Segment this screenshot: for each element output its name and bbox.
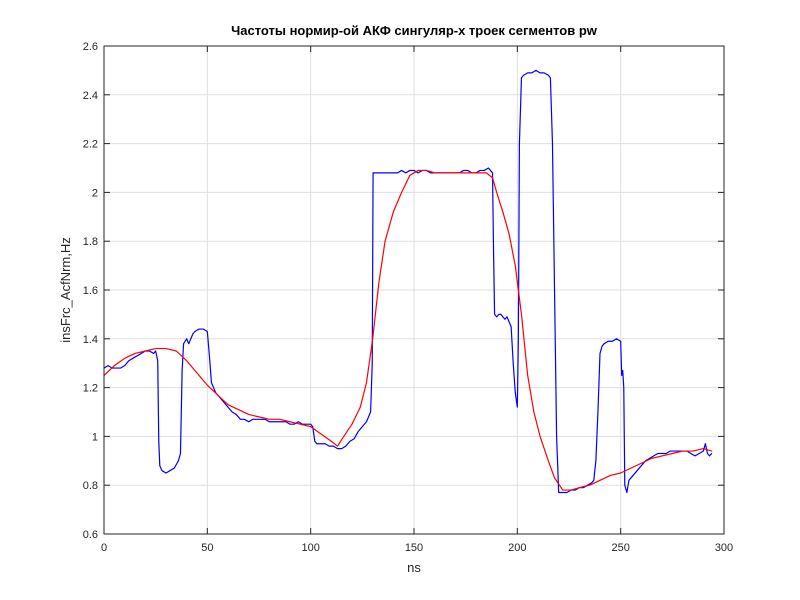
y-tick-label: 1.8: [83, 236, 98, 248]
y-tick-label: 2.6: [83, 41, 98, 53]
series-group: [103, 69, 713, 494]
ticks: 0 50 100 150 200 250 300 0.6 0.8 1 1.2 1.4 1.6 1.8 2 2.…: [83, 41, 733, 554]
x-tick-label: 50: [201, 542, 213, 554]
y-tick-label: 1.4: [83, 334, 98, 346]
y-tick-label: 1.6: [83, 285, 98, 297]
y-tick-label: 1: [92, 431, 98, 443]
y-tick-label: 1.2: [83, 383, 98, 395]
y-axis-label: insFrc_AcfNrm,Hz: [58, 237, 73, 342]
x-axis-label: ns: [407, 560, 421, 575]
red-series-line: [103, 169, 713, 491]
x-tick-label: 100: [301, 542, 319, 554]
x-tick-label: 150: [405, 542, 423, 554]
x-tick-label: 250: [611, 542, 629, 554]
x-tick-label: 200: [508, 542, 526, 554]
y-tick-label: 2.2: [83, 139, 98, 151]
x-tick-label: 300: [715, 542, 733, 554]
x-tick-label: 0: [101, 542, 107, 554]
chart-title: Частоты нормир-ой АКФ сингуляр-х троек с…: [231, 23, 598, 38]
y-tick-label: 2.4: [83, 90, 98, 102]
y-tick-label: 0.8: [83, 480, 98, 492]
y-tick-label: 2: [92, 187, 98, 199]
y-tick-label: 0.6: [83, 529, 98, 541]
blue-series-line: [103, 69, 713, 494]
